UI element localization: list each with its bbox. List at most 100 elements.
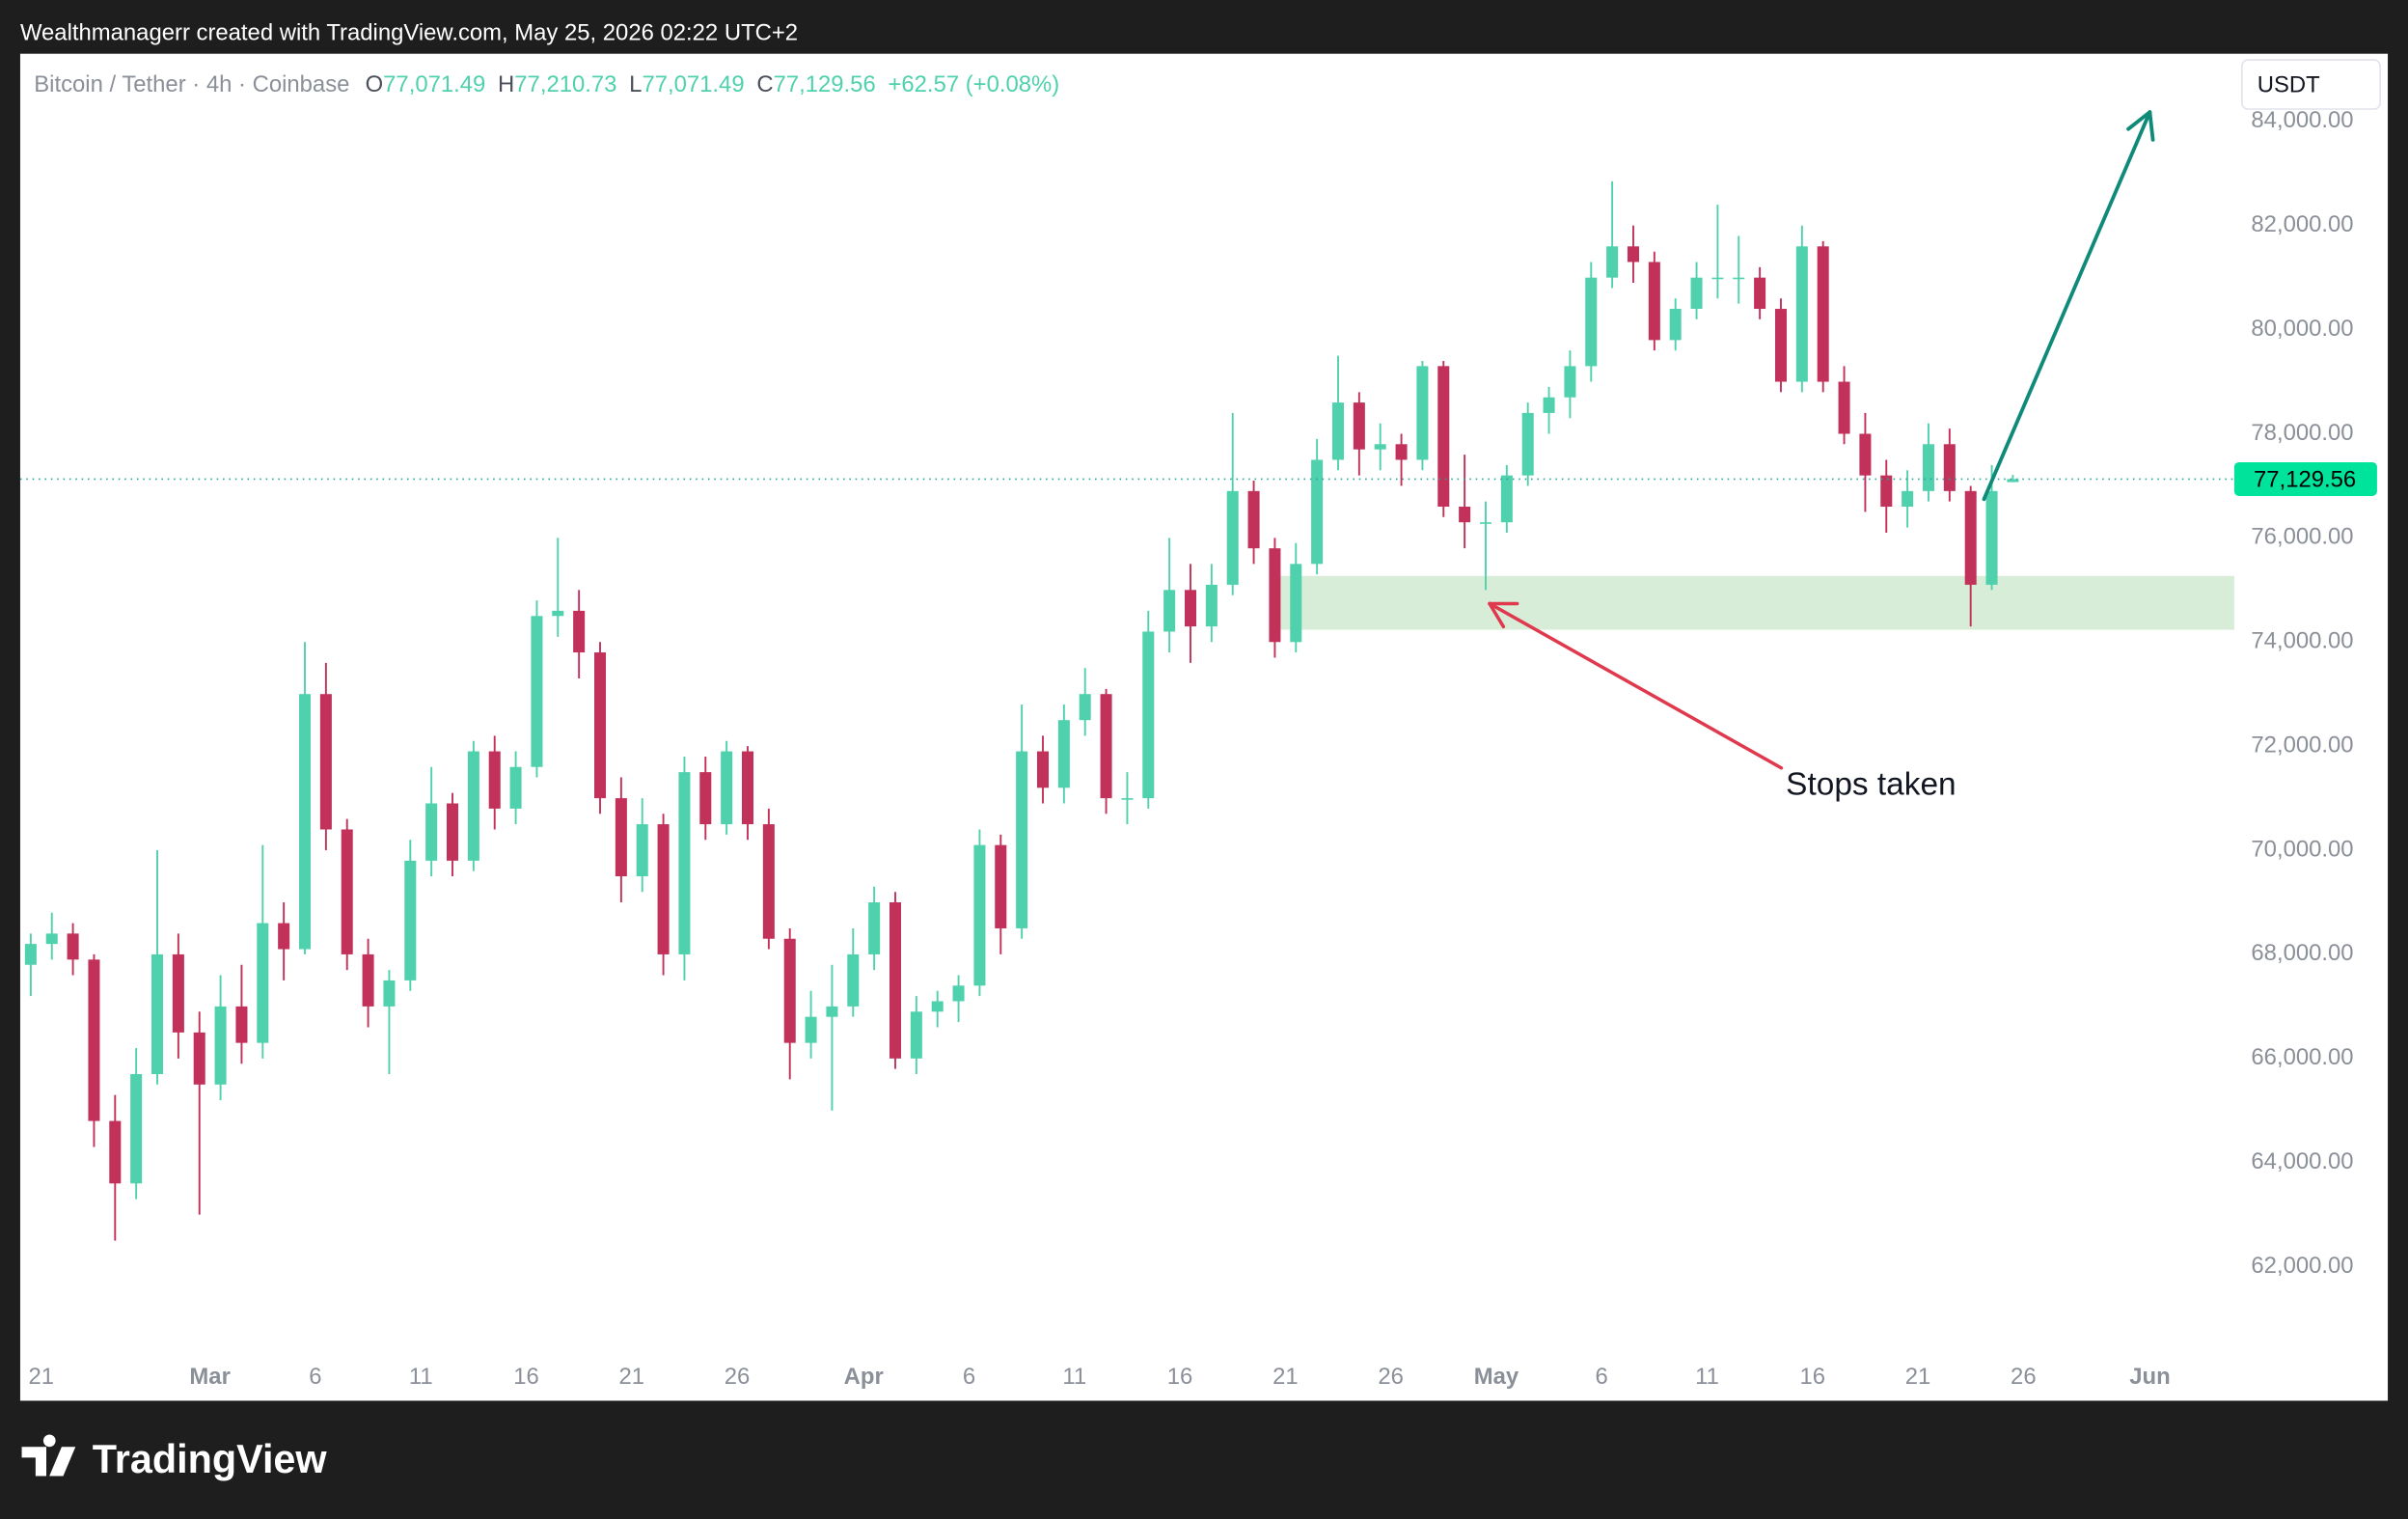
candle-body bbox=[1331, 402, 1345, 460]
candle-body bbox=[741, 751, 754, 825]
candle-body bbox=[1163, 590, 1176, 632]
candle-body bbox=[1902, 490, 1914, 508]
last-price-box bbox=[2233, 461, 2377, 496]
candle-body bbox=[172, 953, 184, 1033]
candle-body bbox=[657, 824, 670, 954]
candle-body bbox=[1142, 631, 1155, 799]
candle-body bbox=[973, 844, 986, 986]
x-tick-label: 6 bbox=[963, 1364, 975, 1390]
candle-body bbox=[1859, 433, 1872, 476]
candle-body bbox=[1817, 246, 1829, 382]
y-tick-label: 74,000.00 bbox=[2251, 628, 2353, 654]
candle-body bbox=[1479, 522, 1491, 524]
candle-body bbox=[362, 953, 374, 1007]
candle-body bbox=[931, 1001, 944, 1012]
candle-body bbox=[214, 1006, 227, 1085]
candle-body bbox=[235, 1006, 248, 1043]
chart-panel bbox=[19, 53, 2389, 1401]
candle-body bbox=[531, 616, 543, 767]
candle-body bbox=[1290, 564, 1302, 643]
candle-body bbox=[1754, 277, 1766, 310]
candle-body bbox=[488, 751, 501, 809]
x-tick-label: 16 bbox=[1799, 1364, 1825, 1390]
x-tick-label: 26 bbox=[2011, 1364, 2037, 1390]
candle-body bbox=[257, 923, 269, 1043]
candle-body bbox=[88, 959, 100, 1121]
currency-box[interactable] bbox=[2241, 59, 2381, 110]
candle-body bbox=[1733, 277, 1745, 280]
candle-body bbox=[1353, 402, 1365, 450]
currency[interactable]: USDT bbox=[2258, 71, 2320, 97]
candle-body bbox=[1606, 246, 1619, 278]
candle-body bbox=[425, 803, 438, 861]
ohlc-value: 77,129.56 bbox=[774, 71, 876, 97]
candle-body bbox=[1036, 751, 1050, 788]
brand: TradingView bbox=[93, 1437, 328, 1481]
ohlc-key: H bbox=[498, 71, 514, 97]
candle-body bbox=[1521, 412, 1534, 476]
y-tick-label: 80,000.00 bbox=[2251, 316, 2353, 342]
annotation: Stops taken bbox=[1786, 767, 1956, 803]
candle-body bbox=[299, 694, 312, 950]
plot-area bbox=[19, 180, 2234, 1241]
candle-body bbox=[130, 1074, 143, 1184]
candle-body bbox=[341, 829, 353, 954]
candle-body bbox=[1079, 694, 1091, 721]
y-tick-label: 78,000.00 bbox=[2251, 420, 2353, 446]
candle-body bbox=[1669, 309, 1682, 341]
candle-body bbox=[1374, 444, 1386, 450]
candle-body bbox=[278, 923, 290, 950]
candle-body bbox=[319, 694, 332, 830]
candle-body bbox=[1774, 309, 1787, 382]
candle-body bbox=[805, 1016, 817, 1043]
candle-body bbox=[1585, 277, 1598, 367]
ohlc-key: C bbox=[756, 71, 773, 97]
currency-button[interactable]: USDT bbox=[2241, 59, 2381, 110]
candle-body bbox=[1016, 751, 1028, 928]
candle-body bbox=[699, 772, 712, 825]
y-tick-label: 64,000.00 bbox=[2251, 1148, 2353, 1174]
y-tick-label: 72,000.00 bbox=[2251, 732, 2353, 758]
candle-body bbox=[1057, 720, 1070, 788]
candle-body bbox=[1711, 277, 1724, 280]
candle-body bbox=[1922, 444, 1934, 491]
demand-zone bbox=[1278, 575, 2234, 630]
candle-body bbox=[1184, 590, 1197, 627]
axes: 62,000.00 64,000.00 66,000.00 68,000.00 70,0… bbox=[29, 107, 2377, 1390]
candle-body bbox=[24, 944, 37, 965]
candle-body bbox=[1627, 246, 1639, 262]
x-tick-label: 21 bbox=[1272, 1364, 1299, 1390]
candle-body bbox=[109, 1120, 122, 1184]
candle-body bbox=[826, 1006, 838, 1017]
y-tick-label: 66,000.00 bbox=[2251, 1044, 2353, 1070]
candle-body bbox=[868, 901, 881, 954]
candle-body bbox=[1690, 277, 1703, 310]
candle-body bbox=[1795, 246, 1808, 382]
logo: TradingView bbox=[21, 1434, 328, 1481]
ohlc: O77,071.49 H77,210.73 L77,071.49 C77,129.56… bbox=[366, 71, 1060, 97]
candle-body bbox=[678, 772, 691, 954]
x-tick-label: 11 bbox=[1062, 1364, 1086, 1390]
symbol: Bitcoin / Tether · 4h · Coinbase bbox=[34, 71, 349, 97]
candle-body bbox=[1395, 444, 1408, 460]
ohlc-value: 77,071.49 bbox=[383, 71, 485, 97]
candle-body bbox=[1205, 584, 1218, 627]
candle-body bbox=[1100, 694, 1112, 799]
candle-body bbox=[1985, 490, 1998, 585]
candle-body bbox=[1121, 798, 1134, 800]
x-tick-label: Apr bbox=[844, 1364, 884, 1390]
candle-body bbox=[67, 933, 79, 960]
candle-body bbox=[573, 610, 586, 653]
candle-body bbox=[995, 844, 1007, 928]
x-tick-label: 21 bbox=[1905, 1364, 1931, 1390]
green-arrow bbox=[1982, 110, 2155, 502]
candle-body bbox=[45, 933, 58, 945]
y-tick-label: 84,000.00 bbox=[2251, 107, 2353, 133]
candle-body bbox=[1500, 475, 1513, 523]
ohlc-key: L bbox=[629, 71, 642, 97]
candle-body bbox=[1311, 459, 1324, 565]
candle-body bbox=[636, 824, 648, 877]
candle-body bbox=[1964, 490, 1977, 585]
y-tick-label: 82,000.00 bbox=[2251, 211, 2353, 237]
